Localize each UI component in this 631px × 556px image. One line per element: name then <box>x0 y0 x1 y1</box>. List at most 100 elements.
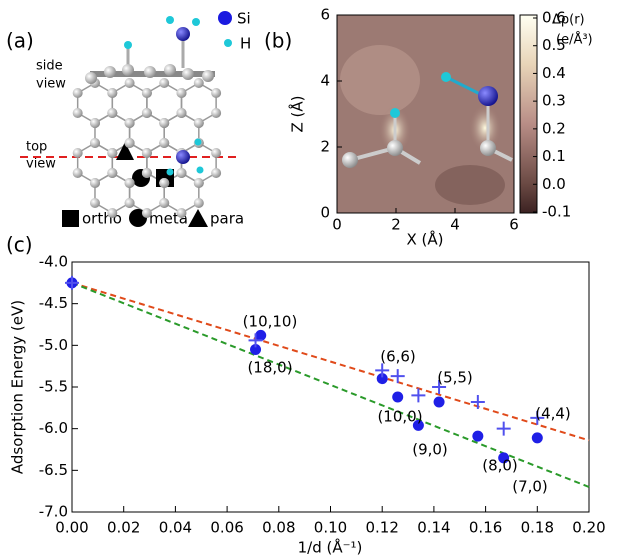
x-tick-label: 2 <box>391 216 401 234</box>
h-atom <box>192 18 200 26</box>
h-atom <box>195 139 202 146</box>
c-atom <box>159 198 169 208</box>
y-tick-label: 6 <box>320 6 330 24</box>
c-atom <box>202 70 214 82</box>
annotation: (18,0) <box>247 359 292 377</box>
c-atom <box>90 178 100 188</box>
plus-point <box>471 395 485 409</box>
x-tick-label: 0.16 <box>469 519 502 537</box>
h-atom <box>441 72 451 82</box>
fit-line <box>72 283 589 441</box>
annotation: (4,4) <box>535 405 571 423</box>
c-atom <box>125 78 135 88</box>
colorbar-tick-label: 0.0 <box>542 175 566 193</box>
top-view-label: top <box>26 140 47 155</box>
c-atom <box>90 138 100 148</box>
c-atom <box>125 178 135 188</box>
panel-label: (c) <box>6 233 33 257</box>
colorbar-tick-label: 0.3 <box>542 92 566 110</box>
hexagon <box>112 83 147 123</box>
c-atom <box>142 148 152 158</box>
c-atom <box>194 118 204 128</box>
y-tick-label: -7.0 <box>39 503 68 521</box>
y-tick-label: -5.0 <box>39 336 68 354</box>
panel-c: (c) 1/d (Å⁻¹) Adsorption Energy (eV) 0.0… <box>6 233 606 556</box>
side-view-label: view <box>36 77 66 92</box>
x-tick-label: 0.14 <box>417 519 450 537</box>
c-atom <box>211 88 221 98</box>
y-tick-label: -6.5 <box>39 461 68 479</box>
annotation: (5,5) <box>437 369 473 387</box>
c-atom <box>211 148 221 158</box>
y-tick-label: 4 <box>320 72 330 90</box>
c-atom <box>107 148 117 158</box>
x-tick-label: 0.00 <box>55 519 88 537</box>
x-tick-label: 0.10 <box>314 519 347 537</box>
c-atom <box>125 198 135 208</box>
c-atom <box>90 198 100 208</box>
c-atom <box>177 168 187 178</box>
colorbar-tick-label: -0.1 <box>542 203 571 221</box>
x-tick-label: 6 <box>509 216 519 234</box>
atom-legend: Si <box>237 10 251 28</box>
hexagon <box>78 83 113 123</box>
c-atom <box>159 78 169 88</box>
colorbar-tick-label: 0.4 <box>542 64 566 82</box>
c-atom <box>387 140 403 156</box>
c-atom <box>142 208 152 218</box>
c-atom <box>73 148 83 158</box>
hexagon <box>78 143 113 183</box>
annotation: (7,0) <box>512 478 548 496</box>
hexagon <box>181 83 216 123</box>
x-tick-label: 0.02 <box>107 519 140 537</box>
top-view-label: view <box>26 157 56 172</box>
c-atom <box>194 198 204 208</box>
circle-point <box>255 330 266 341</box>
si-atom <box>176 150 190 164</box>
contour <box>340 45 420 115</box>
c-atom <box>122 64 134 76</box>
side-view-label: side <box>36 59 63 74</box>
x-tick-label: 0.04 <box>159 519 192 537</box>
figure: (a) side view top view Si H ortho meta p… <box>0 0 631 556</box>
c-atom <box>125 138 135 148</box>
y-tick-label: -4.5 <box>39 294 68 312</box>
si-atom <box>478 86 498 106</box>
h-atom <box>197 167 204 174</box>
colorbar-tick-label: 0.6 <box>542 9 566 27</box>
y-tick-label: 0 <box>320 204 330 222</box>
x-tick-label: 0.20 <box>572 519 605 537</box>
colorbar-tick-label: 0.1 <box>542 147 566 165</box>
c-atom <box>164 64 176 76</box>
c-atom <box>107 108 117 118</box>
c-atom <box>73 88 83 98</box>
plot-frame <box>72 262 589 512</box>
c-atom <box>104 66 116 78</box>
h-atom <box>124 41 132 49</box>
colorbar <box>520 15 537 213</box>
hexagon <box>164 113 199 153</box>
x-tick-label: 0.06 <box>210 519 243 537</box>
y-axis-label: Z (Å) <box>288 95 307 132</box>
c-atom <box>177 208 187 218</box>
panel-label: (b) <box>264 29 292 53</box>
atom-legend: H <box>240 35 251 53</box>
plus-point <box>65 276 79 290</box>
circle-point <box>392 392 403 403</box>
annotation: (8,0) <box>482 457 518 475</box>
ortho-legend <box>62 210 79 227</box>
hexagon <box>130 113 165 153</box>
y-tick-label: 2 <box>320 138 330 156</box>
c-atom <box>211 108 221 118</box>
hexagon <box>181 143 216 183</box>
c-atom <box>159 118 169 128</box>
c-atom <box>177 108 187 118</box>
c-atom <box>182 68 194 80</box>
x-axis-label: X (Å) <box>406 230 443 249</box>
contour <box>435 165 505 205</box>
hexagon <box>95 173 130 213</box>
c-atom <box>125 118 135 128</box>
site-legend: para <box>210 210 244 228</box>
c-atom <box>85 72 97 84</box>
si-legend-marker <box>218 11 232 25</box>
